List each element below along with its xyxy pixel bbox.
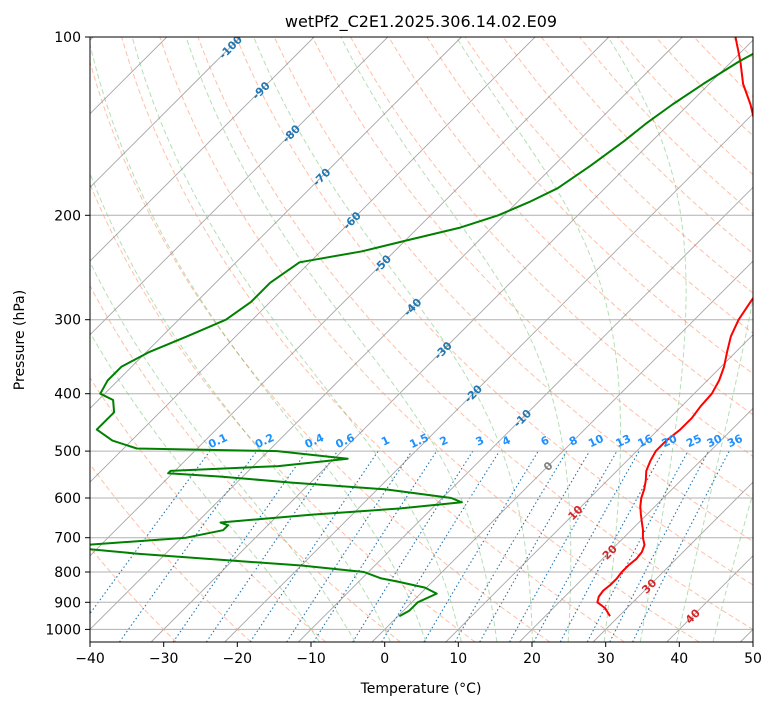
y-axis-label: Pressure (hPa) [12, 290, 28, 390]
mixing-ratio-label: 10 [586, 432, 606, 450]
moist-adiabat-line [185, 37, 498, 642]
profiles [90, 37, 753, 618]
mixing-ratio-line [381, 450, 500, 642]
y-tick-label: 900 [54, 595, 81, 611]
mixing-ratio-line [352, 450, 474, 642]
dry-adiabat-line [502, 37, 753, 294]
isotherm-line [90, 37, 683, 631]
moist-adiabat-line [253, 37, 533, 642]
isotherm-line [90, 37, 536, 483]
dry-adiabat-line [90, 546, 177, 642]
mixing-ratio-lines [90, 450, 730, 642]
moist-adiabat-line [607, 37, 687, 642]
dry-adiabat-line [197, 37, 753, 630]
mixing-ratio-line [632, 450, 730, 642]
dry-adiabat-line [311, 37, 753, 500]
y-tick-label: 400 [54, 387, 81, 403]
x-tick-label: −20 [223, 651, 253, 667]
x-tick-label: −40 [75, 651, 105, 667]
isotherm-line [224, 113, 753, 642]
moist-adiabat-line [90, 331, 320, 642]
dry-adiabat-line [159, 37, 700, 642]
mixing-ratio-line [313, 450, 438, 642]
y-axis-ticks: 100 200 300 400 500 600 700 800 900 1000 [45, 30, 90, 638]
x-tick-label: 20 [523, 651, 541, 667]
mixing-ratio-line [559, 450, 664, 642]
x-tick-label: 30 [597, 651, 615, 667]
y-tick-label: 600 [54, 491, 81, 507]
dewpoint-profile [90, 52, 753, 618]
y-tick-label: 800 [54, 565, 81, 581]
isotherm-line [298, 186, 753, 642]
chart-title: wetPf2_C2E1.2025.306.14.02.E09 [285, 12, 557, 32]
mixing-ratio-line [119, 450, 258, 642]
isotherm-line [90, 37, 610, 557]
dry-adiabat-line [121, 37, 625, 642]
x-tick-label: −10 [296, 651, 326, 667]
plot-frame [89, 36, 754, 643]
mixing-ratio-label: 13 [614, 432, 633, 450]
isotherm-line [90, 37, 315, 262]
moist-adiabat-line [340, 37, 572, 642]
x-tick-label: −30 [149, 651, 179, 667]
mixing-ratio-line [249, 450, 379, 642]
y-tick-label: 500 [54, 444, 81, 460]
y-tick-label: 100 [54, 30, 81, 46]
isotherm-line [519, 407, 753, 642]
dry-adiabat-line [90, 376, 327, 642]
plot-area: -100-90-80-70-60-50-40-30-20-10010203040… [90, 37, 753, 642]
x-tick-label: 0 [380, 651, 389, 667]
x-tick-label: 10 [449, 651, 467, 667]
mixing-ratio-label: 25 [684, 432, 703, 450]
mixing-ratio-label: 36 [725, 432, 745, 450]
temperature-profile [596, 37, 753, 617]
mixing-ratio-label: 20 [660, 432, 680, 450]
isotherm-line [592, 481, 753, 642]
moist-adiabat-line [676, 296, 753, 642]
moist-adiabat-line [131, 37, 462, 642]
isotherm-line [150, 39, 753, 642]
x-tick-label: 50 [744, 651, 762, 667]
dry-adiabat-line [235, 37, 753, 586]
x-axis-label: Temperature (°C) [360, 681, 482, 697]
isotherms [90, 37, 753, 642]
moist-adiabat-line [90, 260, 356, 642]
y-tick-label: 300 [54, 313, 81, 329]
mixing-ratio-label: 16 [636, 432, 656, 450]
mixing-ratio-line [172, 450, 308, 642]
y-tick-label: 700 [54, 531, 81, 547]
dry-adiabat-line [90, 60, 551, 642]
isotherm-line [371, 260, 753, 642]
isotherm-line [445, 334, 753, 642]
x-tick-label: 40 [670, 651, 688, 667]
dry-adiabat-line [90, 463, 252, 642]
mixing-ratio-line [286, 450, 413, 642]
moist-adiabat-line [90, 172, 392, 642]
moist-adiabat-line [712, 491, 753, 642]
isotherm-line [90, 37, 389, 336]
mixing-ratio-line [205, 450, 338, 642]
y-tick-label: 200 [54, 208, 81, 224]
dry-adiabat-line [426, 37, 753, 375]
mixing-ratio-line [533, 450, 640, 642]
mixing-ratio-line [90, 450, 211, 615]
dry-adiabat-line [388, 37, 753, 416]
mixing-ratio-line [509, 450, 618, 642]
mixing-ratio-label: 30 [705, 432, 725, 450]
y-tick-label: 1000 [45, 622, 81, 638]
isotherm-line [90, 37, 241, 189]
x-axis-ticks: −40 −30 −20 −10 0 10 20 30 40 50 [75, 642, 762, 667]
isotherm-line [90, 37, 462, 410]
